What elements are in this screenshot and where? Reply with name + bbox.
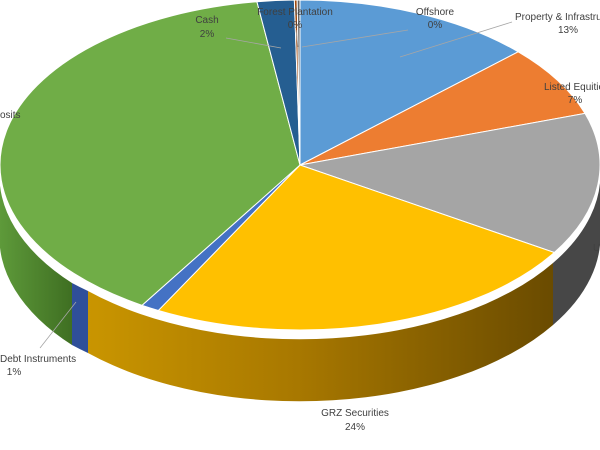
label-cash-value: 2% xyxy=(200,29,215,40)
label-debt-value: 1% xyxy=(7,367,22,378)
leader-line-offshore xyxy=(301,29,409,48)
label-grz-value: 24% xyxy=(345,422,365,433)
label-property-value: 13% xyxy=(558,25,578,36)
slice-side-debt xyxy=(72,283,88,353)
label-listed-value: 7% xyxy=(568,95,583,106)
label-listed-name: Listed Equitie xyxy=(544,82,600,93)
label-deposits-name: osits xyxy=(0,110,21,121)
pie-slices xyxy=(0,0,600,331)
slice-deposits xyxy=(0,1,301,306)
slice-grz-securities xyxy=(157,164,556,331)
slice-side-deposits xyxy=(0,165,72,345)
label-cash-name: Cash xyxy=(195,15,218,26)
label-offshore-name: Offshore xyxy=(416,7,455,18)
slice-listed-equities xyxy=(299,51,586,166)
label-grz-name: GRZ Securities xyxy=(321,408,389,419)
leader-line-forest xyxy=(295,29,299,48)
leader-line-cash xyxy=(225,37,282,49)
label-unlisted-name: U xyxy=(593,243,600,254)
label-offshore-value: 0% xyxy=(428,20,443,31)
leader-line-debt xyxy=(39,301,77,349)
label-forest-name: Forest Plantation xyxy=(257,7,333,18)
slice-side-unlisted xyxy=(553,165,600,325)
label-debt-name: Debt Instruments xyxy=(0,354,76,365)
label-forest-value: 0% xyxy=(288,20,303,31)
slice-unlisted-equities xyxy=(298,112,600,254)
label-property-name: Property & Infrastru xyxy=(515,12,600,23)
slice-offshore xyxy=(296,0,301,166)
slice-side-grz xyxy=(88,263,553,402)
slice-property xyxy=(299,0,520,166)
leader-line-property xyxy=(399,21,513,58)
